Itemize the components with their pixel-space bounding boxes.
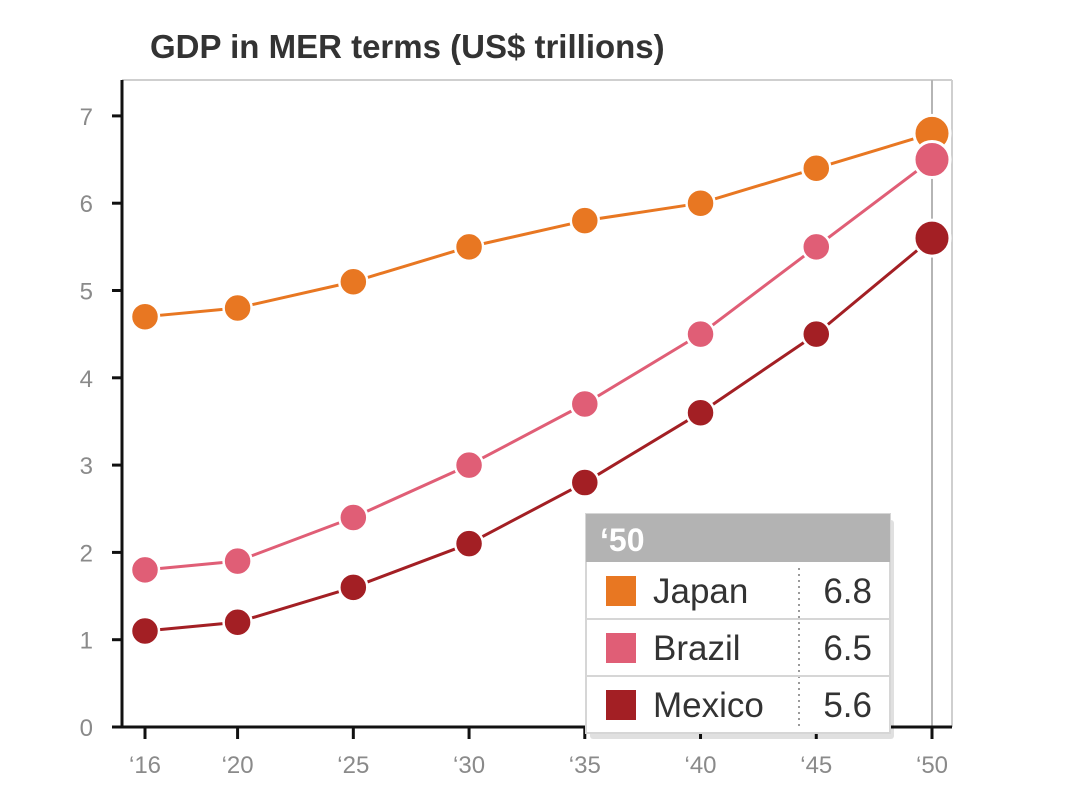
- point-japan-2035[interactable]: [569, 205, 601, 236]
- x-tick-label: ‘30: [453, 752, 485, 779]
- x-tick-label: ‘35: [569, 752, 601, 779]
- y-tick-label: 1: [80, 628, 93, 655]
- legend-swatch-mexico: [606, 690, 636, 720]
- y-tick-label: 7: [80, 104, 93, 131]
- tooltip-name-japan: Japan: [653, 572, 748, 611]
- series-line-brazil: [144, 158, 933, 572]
- tooltip-value-mexico: 5.6: [823, 686, 872, 725]
- x-axis: ‘16 ‘20 ‘25 ‘30 ‘35 ‘40 ‘45 ‘50: [129, 727, 948, 779]
- x-tick-label: ‘16: [129, 752, 161, 779]
- tooltip-name-brazil: Brazil: [653, 629, 741, 668]
- x-tick-label: ‘40: [685, 752, 717, 779]
- point-brazil-2020[interactable]: [222, 545, 253, 577]
- series-line-mexico: [144, 236, 933, 633]
- point-brazil-2016[interactable]: [129, 554, 161, 586]
- series-layer: [129, 113, 952, 647]
- x-tick-label: ‘25: [337, 752, 369, 779]
- point-mexico-2020[interactable]: [222, 606, 253, 638]
- point-japan-2020[interactable]: [222, 292, 253, 324]
- point-japan-2025[interactable]: [338, 266, 369, 298]
- tooltip-value-japan: 6.8: [823, 572, 872, 611]
- point-brazil-2025[interactable]: [338, 502, 369, 533]
- x-tick-label: ‘20: [222, 752, 254, 779]
- point-japan-2030[interactable]: [453, 231, 485, 263]
- tooltip-name-mexico: Mexico: [653, 686, 764, 725]
- y-tick-label: 3: [80, 453, 93, 480]
- y-tick-label: 0: [80, 715, 93, 742]
- point-mexico-2050[interactable]: [912, 218, 952, 258]
- point-mexico-2035[interactable]: [569, 467, 601, 498]
- point-brazil-2030[interactable]: [453, 449, 485, 481]
- point-japan-2045[interactable]: [801, 153, 832, 184]
- y-axis: 0 1 2 3 4 5 6 7: [80, 104, 122, 742]
- point-japan-2040[interactable]: [685, 187, 716, 219]
- point-mexico-2025[interactable]: [338, 572, 369, 603]
- y-tick-label: 2: [80, 540, 93, 567]
- tooltip-header-bg: [586, 514, 890, 562]
- point-mexico-2030[interactable]: [453, 528, 485, 559]
- y-tick-label: 4: [80, 366, 93, 393]
- tooltip-header: ‘50: [600, 522, 644, 558]
- x-tick-label: ‘45: [800, 752, 832, 779]
- point-mexico-2045[interactable]: [801, 318, 832, 350]
- point-brazil-2040[interactable]: [685, 318, 716, 350]
- chart-title: GDP in MER terms (US$ trillions): [150, 28, 665, 65]
- y-tick-label: 5: [80, 279, 93, 306]
- point-brazil-2035[interactable]: [569, 388, 601, 420]
- tooltip-value-brazil: 6.5: [823, 629, 872, 668]
- point-mexico-2016[interactable]: [129, 615, 161, 647]
- point-japan-2016[interactable]: [129, 301, 161, 332]
- point-brazil-2045[interactable]: [801, 231, 832, 263]
- series-line-japan: [144, 131, 933, 319]
- point-brazil-2050[interactable]: [912, 140, 952, 180]
- x-tick-label: ‘50: [916, 752, 948, 779]
- legend-swatch-japan: [606, 576, 636, 606]
- legend-swatch-brazil: [606, 633, 636, 663]
- y-tick-label: 6: [80, 191, 93, 218]
- point-mexico-2040[interactable]: [685, 397, 716, 428]
